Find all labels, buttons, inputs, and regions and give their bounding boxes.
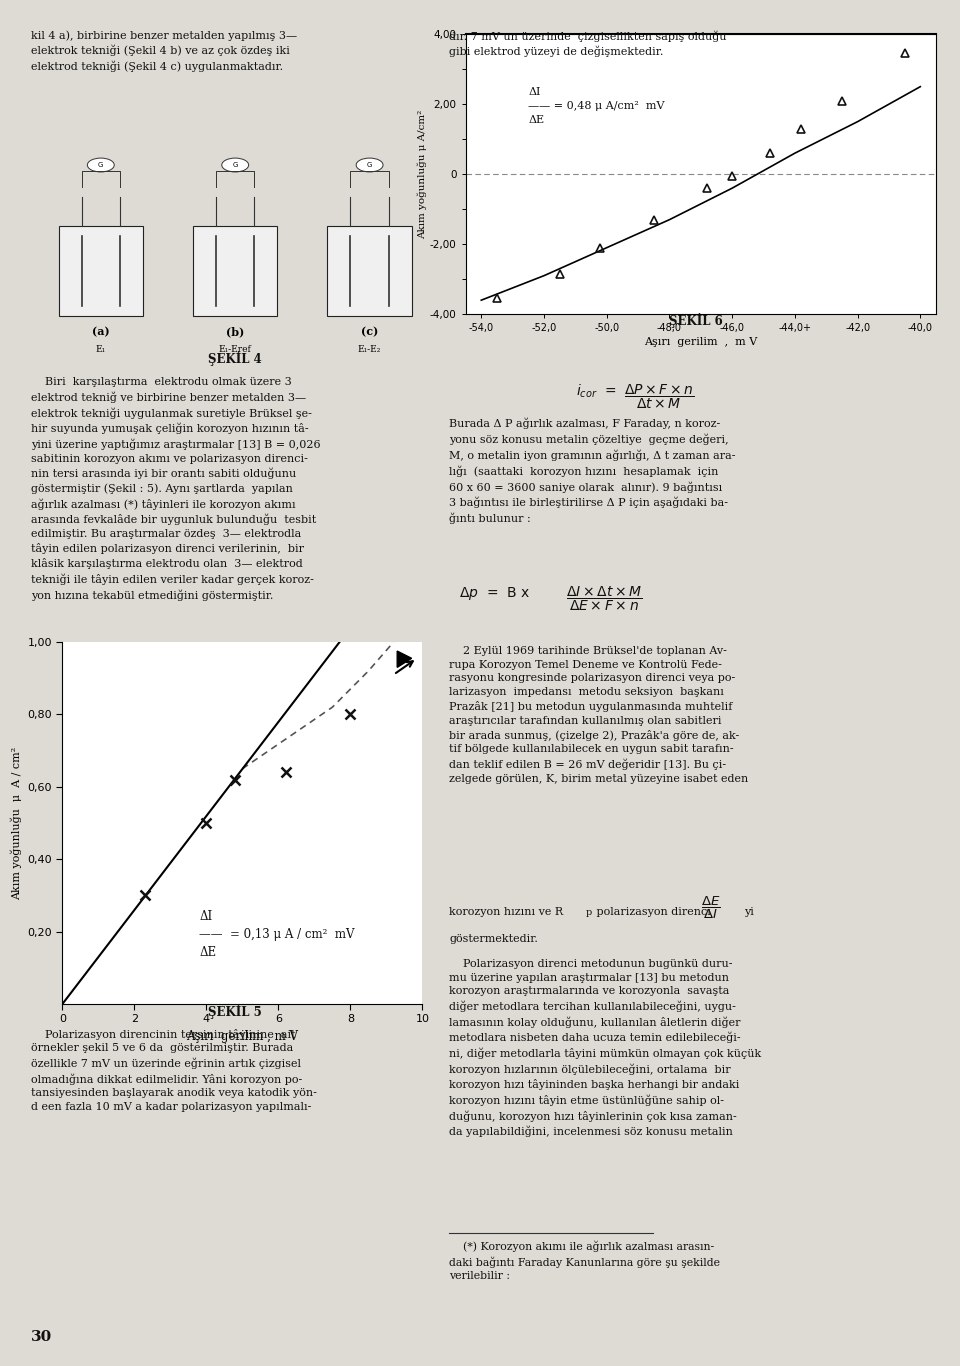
- Y-axis label: Akım yoğunluğu μ A/cm²: Akım yoğunluğu μ A/cm²: [418, 109, 427, 239]
- Text: (b): (b): [226, 326, 245, 337]
- Text: 2 Eylül 1969 tarihinde Brüksel'de toplanan Av-
rupa Korozyon Temel Deneme ve Kon: 2 Eylül 1969 tarihinde Brüksel'de toplan…: [449, 646, 749, 784]
- Text: kil 4 a), birbirine benzer metalden yapılmış 3—
elektrok tekniği (Şekil 4 b) ve : kil 4 a), birbirine benzer metalden yapı…: [31, 30, 297, 72]
- Text: $\dfrac{\Delta P \times F \times n}{\Delta t \times M}$: $\dfrac{\Delta P \times F \times n}{\Del…: [624, 382, 695, 411]
- Text: 30: 30: [31, 1330, 52, 1344]
- Text: G: G: [232, 163, 238, 168]
- Bar: [193, 227, 277, 316]
- Polygon shape: [397, 652, 412, 668]
- Text: $i_{cor}$  =: $i_{cor}$ =: [576, 382, 616, 400]
- Text: G: G: [98, 163, 104, 168]
- Text: göstermektedir.: göstermektedir.: [449, 934, 539, 944]
- Circle shape: [222, 158, 249, 172]
- Text: ŞEKİL 4: ŞEKİL 4: [208, 351, 262, 366]
- Text: polarizasyon direnci: polarizasyon direnci: [593, 907, 711, 917]
- Text: G: G: [367, 163, 372, 168]
- Text: E₁: E₁: [96, 344, 106, 354]
- Text: $\dfrac{\Delta E}{\Delta I}$: $\dfrac{\Delta E}{\Delta I}$: [701, 895, 720, 921]
- X-axis label: Aşırı  gerilim , m V: Aşırı gerilim , m V: [186, 1030, 299, 1044]
- Text: dır. 7 mV un üzerinde  çizgisellikten sapış olduğu
gibi elektrod yüzeyi de değiş: dır. 7 mV un üzerinde çizgisellikten sap…: [449, 30, 727, 57]
- Text: $\Delta p$  =  B x: $\Delta p$ = B x: [459, 585, 530, 601]
- Text: (a): (a): [92, 326, 109, 337]
- Text: yi: yi: [744, 907, 754, 917]
- Text: Polarizasyon direnci metodunun bugünkü duru-
mu üzerine yapılan araştırmalar [13: Polarizasyon direnci metodunun bugünkü d…: [449, 959, 761, 1138]
- Text: ŞEKİL 5: ŞEKİL 5: [208, 1004, 262, 1019]
- Text: ŞEKİL 6: ŞEKİL 6: [669, 313, 723, 328]
- Circle shape: [87, 158, 114, 172]
- Text: ΔI
——  = 0,13 μ A / cm²  mV
ΔE: ΔI —— = 0,13 μ A / cm² mV ΔE: [200, 910, 354, 959]
- Bar: [327, 227, 412, 316]
- Text: E₁-E₂: E₁-E₂: [358, 344, 381, 354]
- Text: Polarizasyon direncinin tersinin tâyinine  ait
örnekler şekil 5 ve 6 da  gösteri: Polarizasyon direncinin tersinin tâyinin…: [31, 1029, 317, 1112]
- Text: (c): (c): [361, 326, 378, 337]
- Text: Burada Δ P ağırlık azalması, F Faraday, n koroz-
yonu söz konusu metalin çözelti: Burada Δ P ağırlık azalması, F Faraday, …: [449, 418, 735, 525]
- Y-axis label: Akım yoğunluğu  μ  A / cm²: Akım yoğunluğu μ A / cm²: [11, 746, 22, 900]
- Bar: [59, 227, 143, 316]
- Text: Biri  karşılaştırma  elektrodu olmak üzere 3
elektrod tekniğ ve birbirine benzer: Biri karşılaştırma elektrodu olmak üzere…: [31, 377, 321, 601]
- Text: E₁-Eref: E₁-Eref: [219, 344, 252, 354]
- Circle shape: [356, 158, 383, 172]
- Text: $\dfrac{\Delta I \times \Delta t \times M}{\Delta E \times F \times n}$: $\dfrac{\Delta I \times \Delta t \times …: [566, 585, 643, 613]
- X-axis label: Aşırı  gerilim  ,  m V: Aşırı gerilim , m V: [644, 337, 757, 347]
- Text: p: p: [586, 907, 592, 917]
- Text: (*) Korozyon akımı ile ağırlık azalması arasın-
daki bağıntı Faraday Kanunlarına: (*) Korozyon akımı ile ağırlık azalması …: [449, 1240, 720, 1281]
- Text: ΔI
—— = 0,48 μ A/cm²  mV
ΔE: ΔI —— = 0,48 μ A/cm² mV ΔE: [528, 86, 665, 124]
- Text: korozyon hızını ve R: korozyon hızını ve R: [449, 907, 564, 917]
